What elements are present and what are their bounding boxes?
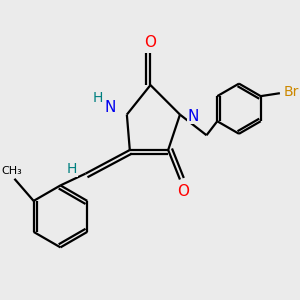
Text: CH₃: CH₃ [1,167,22,176]
Text: N: N [105,100,116,115]
Text: N: N [188,109,199,124]
Text: Br: Br [284,85,299,99]
Text: H: H [67,162,77,176]
Text: O: O [177,184,189,199]
Text: O: O [145,35,157,50]
Text: H: H [92,92,103,105]
